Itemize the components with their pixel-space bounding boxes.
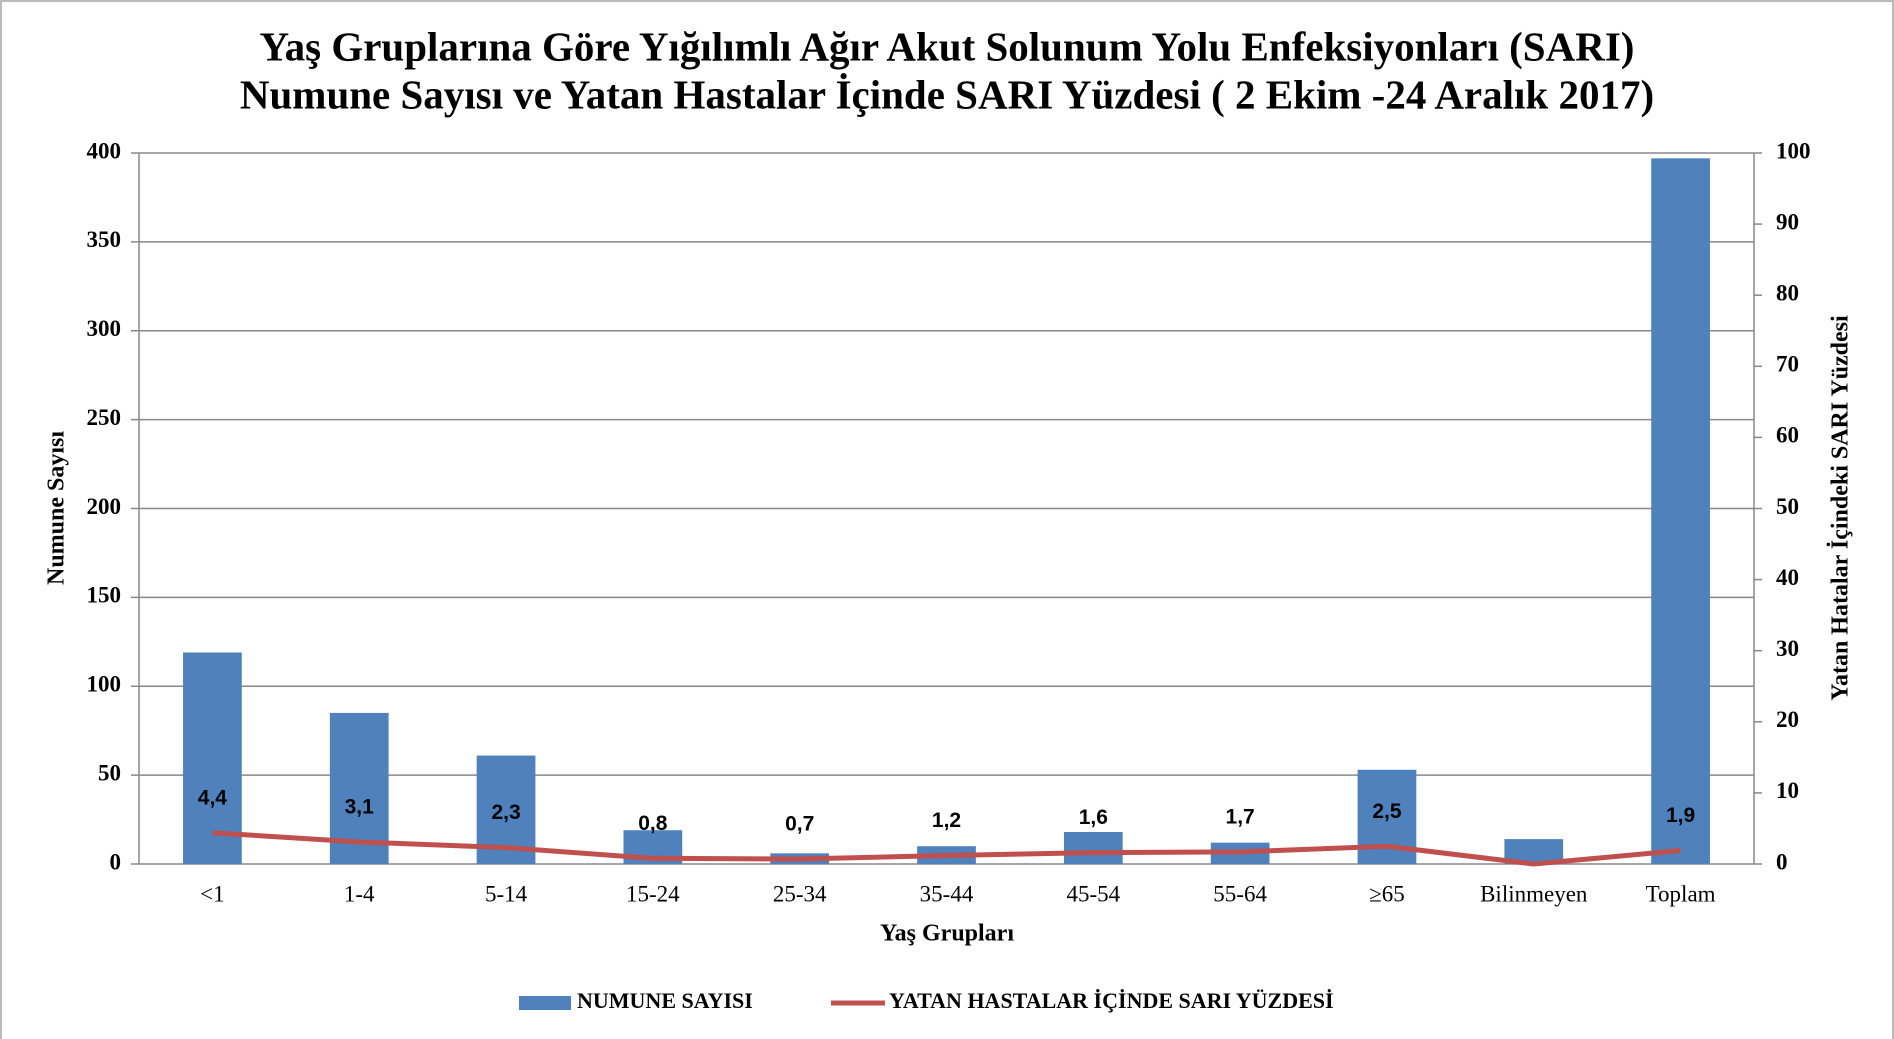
y-tick-label: 350 bbox=[87, 227, 122, 252]
data-label: 3,1 bbox=[345, 796, 375, 819]
data-label: 0,7 bbox=[785, 813, 814, 836]
x-tick-label: 45-54 bbox=[1066, 881, 1120, 906]
x-tick-label: <1 bbox=[200, 881, 224, 906]
x-tick-label: 5-14 bbox=[485, 881, 528, 906]
y-tick-label: 200 bbox=[87, 494, 122, 519]
y2-tick-label: 70 bbox=[1776, 352, 1799, 377]
x-tick-label: Toplam bbox=[1646, 881, 1716, 906]
x-axis-label: Yaş Grupları bbox=[880, 921, 1014, 947]
y2-tick-label: 90 bbox=[1776, 209, 1799, 234]
legend-label: NUMUNE SAYISI bbox=[577, 988, 753, 1013]
x-tick-label: 1-4 bbox=[344, 881, 375, 906]
y-axis-label: Numune Sayısı bbox=[44, 431, 70, 585]
chart-title: Yaş Gruplarına Göre Yığılımlı Ağır Akut … bbox=[260, 23, 1635, 69]
y-tick-label: 0 bbox=[110, 849, 122, 874]
data-label: 1,9 bbox=[1666, 804, 1695, 827]
data-label: 4,4 bbox=[198, 786, 228, 809]
y2-axis-label: Yatan Hatalar İçindeki SARI Yüzdesi bbox=[1828, 315, 1854, 701]
y2-tick-label: 40 bbox=[1776, 565, 1799, 590]
data-label: 2,3 bbox=[491, 801, 520, 824]
x-tick-label: 55-64 bbox=[1213, 881, 1267, 906]
y-tick-label: 300 bbox=[87, 316, 122, 341]
y2-tick-label: 100 bbox=[1776, 138, 1811, 163]
legend-label: YATAN HASTALAR İÇİNDE SARI YÜZDESİ bbox=[889, 988, 1334, 1013]
y-tick-label: 100 bbox=[87, 672, 122, 697]
y2-tick-label: 20 bbox=[1776, 707, 1799, 732]
y2-tick-label: 0 bbox=[1776, 849, 1788, 874]
data-label: 1,2 bbox=[932, 809, 961, 832]
y-tick-label: 150 bbox=[87, 583, 122, 608]
chart-subtitle: Numune Sayısı ve Yatan Hastalar İçinde S… bbox=[240, 71, 1654, 117]
y-tick-label: 250 bbox=[87, 405, 122, 430]
x-tick-label: 35-44 bbox=[920, 881, 974, 906]
x-tick-label: Bilinmeyen bbox=[1480, 881, 1588, 906]
line bbox=[212, 830, 1681, 867]
x-tick-label: ≥65 bbox=[1369, 881, 1405, 906]
y2-tick-label: 80 bbox=[1776, 280, 1799, 305]
data-label: 2,5 bbox=[1372, 800, 1402, 823]
x-tick-label: 25-34 bbox=[773, 881, 827, 906]
data-label: 1,6 bbox=[1079, 806, 1108, 829]
y-tick-label: 50 bbox=[98, 760, 121, 785]
legend-swatch bbox=[519, 996, 571, 1010]
data-label: 1,7 bbox=[1226, 805, 1255, 828]
bar bbox=[1063, 832, 1123, 864]
y-tick-label: 400 bbox=[87, 138, 122, 163]
bar bbox=[183, 652, 242, 864]
y2-tick-label: 50 bbox=[1776, 494, 1799, 519]
y2-tick-label: 10 bbox=[1776, 778, 1799, 803]
bar bbox=[1651, 158, 1710, 864]
y2-tick-label: 30 bbox=[1776, 636, 1799, 661]
x-tick-label: 15-24 bbox=[626, 881, 680, 906]
data-label: 0,8 bbox=[638, 812, 668, 835]
y2-tick-label: 60 bbox=[1776, 423, 1799, 448]
